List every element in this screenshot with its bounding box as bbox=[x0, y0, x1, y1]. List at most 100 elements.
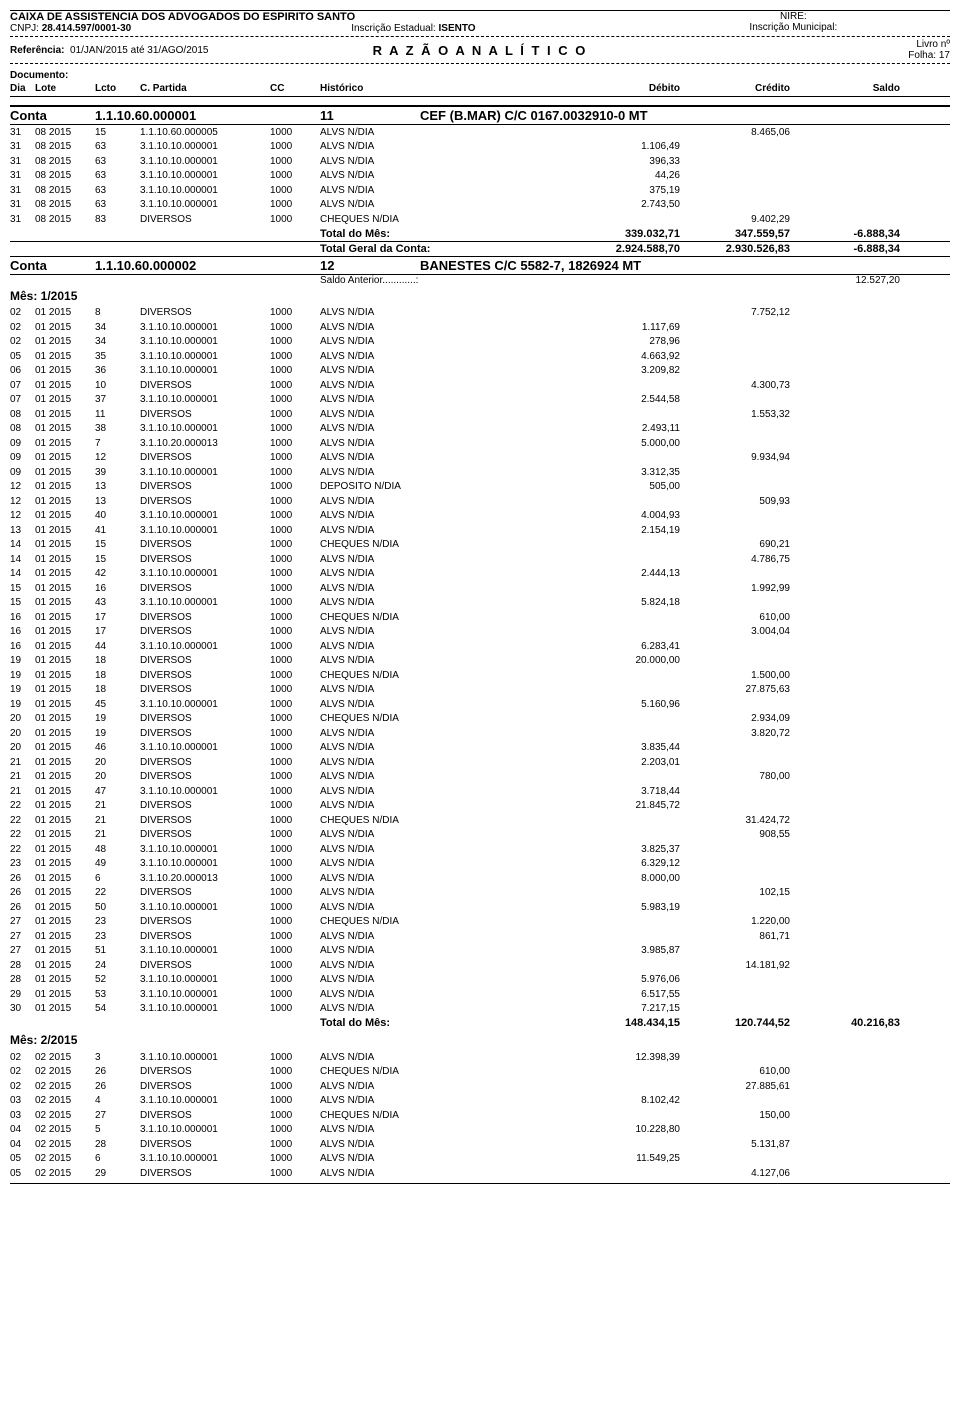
cell-lcto: 26 bbox=[95, 1065, 140, 1079]
cell-cred: 4.300,73 bbox=[680, 379, 790, 393]
cell-lcto: 13 bbox=[95, 480, 140, 494]
ledger-row: 1601 201517DIVERSOS1000CHEQUES N/DIA610,… bbox=[10, 610, 950, 625]
cell-cred bbox=[680, 741, 790, 755]
total-mes-1: Total do Mês: 339.032,71 347.559,57 -6.8… bbox=[10, 227, 950, 241]
cell-deb bbox=[570, 770, 680, 784]
ledger-row: 2701 201523DIVERSOS1000ALVS N/DIA861,71 bbox=[10, 929, 950, 944]
cell-partida: 3.1.10.10.000001 bbox=[140, 843, 270, 857]
cell-lcto: 34 bbox=[95, 321, 140, 335]
cell-dia: 22 bbox=[10, 814, 35, 828]
cell-lcto: 23 bbox=[95, 915, 140, 929]
cell-partida: 1.1.10.60.000005 bbox=[140, 126, 270, 140]
cell-deb: 505,00 bbox=[570, 480, 680, 494]
cell-partida: DIVERSOS bbox=[140, 495, 270, 509]
cell-cc: 1000 bbox=[270, 126, 320, 140]
cell-hist: ALVS N/DIA bbox=[320, 567, 570, 581]
cell-cc: 1000 bbox=[270, 944, 320, 958]
cell-cred: 3.004,04 bbox=[680, 625, 790, 639]
cell-saldo bbox=[790, 799, 900, 813]
cell-partida: 3.1.10.10.000001 bbox=[140, 422, 270, 436]
cell-cred bbox=[680, 857, 790, 871]
cell-partida: 3.1.10.10.000001 bbox=[140, 1094, 270, 1108]
cell-cc: 1000 bbox=[270, 169, 320, 183]
cell-cc: 1000 bbox=[270, 393, 320, 407]
cell-partida: DIVERSOS bbox=[140, 814, 270, 828]
cell-lote: 01 2015 bbox=[35, 756, 95, 770]
cell-deb: 7.217,15 bbox=[570, 1002, 680, 1016]
cell-hist: ALVS N/DIA bbox=[320, 509, 570, 523]
cell-lcto: 24 bbox=[95, 959, 140, 973]
cell-dia: 14 bbox=[10, 538, 35, 552]
cell-saldo bbox=[790, 169, 900, 183]
cell-cred: 27.885,61 bbox=[680, 1080, 790, 1094]
cell-saldo bbox=[790, 437, 900, 451]
cell-saldo bbox=[790, 466, 900, 480]
cell-hist: CHEQUES N/DIA bbox=[320, 915, 570, 929]
cell-deb bbox=[570, 915, 680, 929]
cell-lcto: 13 bbox=[95, 495, 140, 509]
cell-cc: 1000 bbox=[270, 727, 320, 741]
folha-label: Folha: bbox=[908, 50, 936, 61]
cell-cred bbox=[680, 1152, 790, 1166]
cell-dia: 30 bbox=[10, 1002, 35, 1016]
cell-partida: DIVERSOS bbox=[140, 683, 270, 697]
cell-deb: 21.845,72 bbox=[570, 799, 680, 813]
ledger-row: 2901 2015533.1.10.10.0000011000ALVS N/DI… bbox=[10, 987, 950, 1002]
cell-cred: 102,15 bbox=[680, 886, 790, 900]
cell-lcto: 6 bbox=[95, 872, 140, 886]
cell-cc: 1000 bbox=[270, 843, 320, 857]
ledger-row: 0201 2015343.1.10.10.0000011000ALVS N/DI… bbox=[10, 335, 950, 350]
cell-partida: 3.1.10.10.000001 bbox=[140, 567, 270, 581]
cell-lcto: 17 bbox=[95, 625, 140, 639]
cell-lcto: 19 bbox=[95, 727, 140, 741]
cell-deb bbox=[570, 930, 680, 944]
ledger-row: 2601 2015503.1.10.10.0000011000ALVS N/DI… bbox=[10, 900, 950, 915]
cell-hist: ALVS N/DIA bbox=[320, 393, 570, 407]
cell-partida: DIVERSOS bbox=[140, 712, 270, 726]
ledger-row: 3108 2015633.1.10.10.0000011000ALVS N/DI… bbox=[10, 198, 950, 213]
cell-dia: 28 bbox=[10, 959, 35, 973]
cell-dia: 03 bbox=[10, 1094, 35, 1108]
ledger-row: 1901 201518DIVERSOS1000ALVS N/DIA20.000,… bbox=[10, 654, 950, 669]
cell-deb bbox=[570, 306, 680, 320]
cell-deb bbox=[570, 669, 680, 683]
cell-cred: 780,00 bbox=[680, 770, 790, 784]
cell-cc: 1000 bbox=[270, 451, 320, 465]
cell-hist: ALVS N/DIA bbox=[320, 843, 570, 857]
cell-partida: DIVERSOS bbox=[140, 1109, 270, 1123]
cell-lcto: 49 bbox=[95, 857, 140, 871]
cell-hist: ALVS N/DIA bbox=[320, 1123, 570, 1137]
cell-hist: ALVS N/DIA bbox=[320, 155, 570, 169]
cell-lcto: 63 bbox=[95, 169, 140, 183]
cell-dia: 31 bbox=[10, 169, 35, 183]
cell-cc: 1000 bbox=[270, 198, 320, 212]
cell-deb bbox=[570, 495, 680, 509]
cell-deb bbox=[570, 408, 680, 422]
ledger-row: 2001 2015463.1.10.10.0000011000ALVS N/DI… bbox=[10, 741, 950, 756]
ledger-row: 3001 2015543.1.10.10.0000011000ALVS N/DI… bbox=[10, 1002, 950, 1017]
cell-cc: 1000 bbox=[270, 306, 320, 320]
cell-dia: 14 bbox=[10, 567, 35, 581]
cell-deb bbox=[570, 1138, 680, 1152]
cell-partida: 3.1.10.10.000001 bbox=[140, 393, 270, 407]
cell-lcto: 34 bbox=[95, 335, 140, 349]
cell-partida: 3.1.10.10.000001 bbox=[140, 785, 270, 799]
cell-cred: 610,00 bbox=[680, 611, 790, 625]
cell-deb bbox=[570, 582, 680, 596]
cell-cred bbox=[680, 140, 790, 154]
cell-hist: ALVS N/DIA bbox=[320, 1002, 570, 1016]
cell-lote: 08 2015 bbox=[35, 155, 95, 169]
ledger-row: 2001 201519DIVERSOS1000ALVS N/DIA3.820,7… bbox=[10, 726, 950, 741]
cell-cc: 1000 bbox=[270, 770, 320, 784]
cell-saldo bbox=[790, 770, 900, 784]
cell-lcto: 23 bbox=[95, 930, 140, 944]
cell-cc: 1000 bbox=[270, 872, 320, 886]
cell-saldo bbox=[790, 184, 900, 198]
cell-saldo bbox=[790, 422, 900, 436]
cell-saldo bbox=[790, 495, 900, 509]
ledger-row: 0901 201512DIVERSOS1000ALVS N/DIA9.934,9… bbox=[10, 451, 950, 466]
cell-cred bbox=[680, 756, 790, 770]
cell-partida: DIVERSOS bbox=[140, 828, 270, 842]
cell-cred: 1.553,32 bbox=[680, 408, 790, 422]
cell-hist: ALVS N/DIA bbox=[320, 596, 570, 610]
